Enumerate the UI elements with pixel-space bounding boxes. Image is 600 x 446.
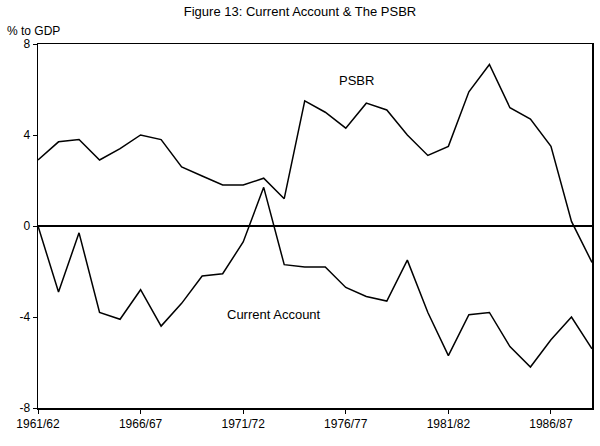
svg-text:% to GDP: % to GDP — [7, 24, 60, 38]
svg-text:8: 8 — [23, 37, 30, 51]
svg-text:-8: -8 — [19, 401, 30, 415]
svg-text:1976/77: 1976/77 — [324, 417, 368, 431]
svg-text:-4: -4 — [19, 310, 30, 324]
svg-text:PSBR: PSBR — [339, 73, 374, 88]
svg-text:4: 4 — [23, 128, 30, 142]
svg-text:1971/72: 1971/72 — [221, 417, 265, 431]
svg-text:1986/87: 1986/87 — [529, 417, 573, 431]
svg-text:1966/67: 1966/67 — [119, 417, 163, 431]
svg-text:0: 0 — [23, 219, 30, 233]
svg-text:1961/62: 1961/62 — [16, 417, 60, 431]
svg-text:Current Account: Current Account — [227, 307, 321, 322]
svg-text:Figure 13: Current Account & T: Figure 13: Current Account & The PSBR — [184, 4, 416, 19]
svg-text:1981/82: 1981/82 — [427, 417, 471, 431]
